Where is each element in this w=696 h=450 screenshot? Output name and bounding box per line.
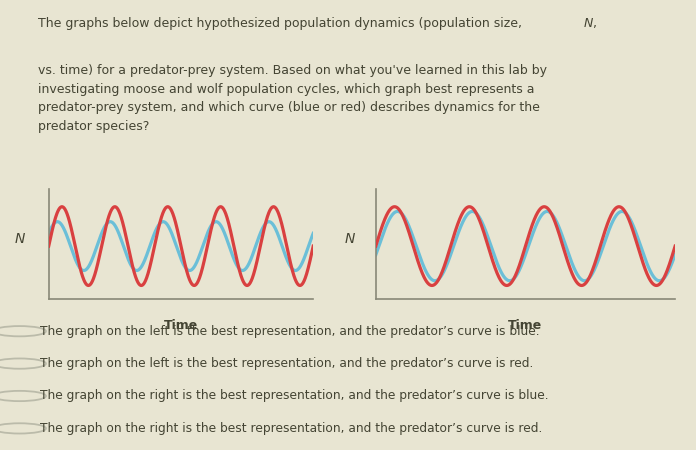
- Text: N: N: [345, 232, 355, 246]
- Text: N: N: [15, 232, 25, 246]
- Text: Time: Time: [164, 319, 198, 332]
- Text: The graph on the left is the best representation, and the predator’s curve is re: The graph on the left is the best repres…: [40, 357, 534, 370]
- Text: ,: ,: [593, 17, 597, 30]
- Text: The graphs below depict hypothesized population dynamics (population size,: The graphs below depict hypothesized pop…: [38, 17, 526, 30]
- Text: N: N: [583, 17, 592, 30]
- Text: The graph on the left is the best representation, and the predator’s curve is bl: The graph on the left is the best repres…: [40, 325, 540, 338]
- Text: Time: Time: [508, 319, 543, 332]
- Text: The graph on the right is the best representation, and the predator’s curve is r: The graph on the right is the best repre…: [40, 422, 543, 435]
- Text: vs. time) for a predator-prey system. Based on what you've learned in this lab b: vs. time) for a predator-prey system. Ba…: [38, 64, 547, 133]
- Text: The graph on the right is the best representation, and the predator’s curve is b: The graph on the right is the best repre…: [40, 390, 549, 402]
